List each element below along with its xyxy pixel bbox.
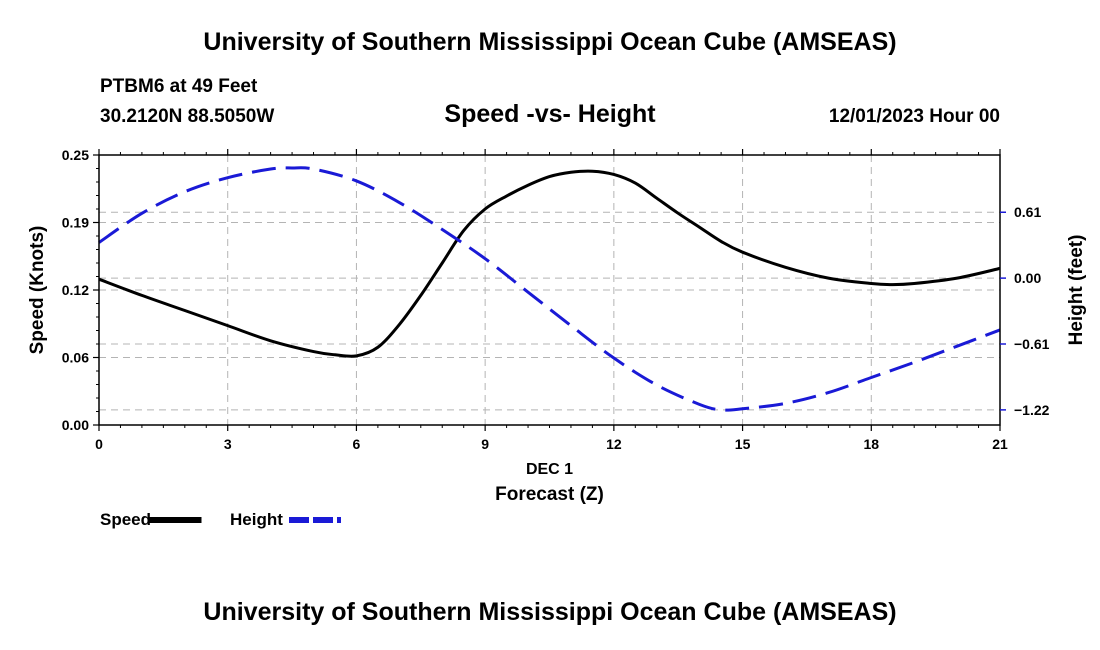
x-tick-label: 3 xyxy=(224,436,232,452)
x-tick-label: 0 xyxy=(95,436,103,452)
y2-tick-label: 0.61 xyxy=(1014,204,1041,220)
y-tick-label: 0.06 xyxy=(62,350,89,366)
x-tick-label: 18 xyxy=(863,436,879,452)
legend-label-height: Height xyxy=(230,510,283,529)
legend: Speed Height xyxy=(100,510,341,529)
y-tick-label: 0.00 xyxy=(62,417,89,433)
footer-title: University of Southern Mississippi Ocean… xyxy=(203,598,897,626)
label-layer: 0 3 6 9 12 15 18 21 0.00 0.06 0.12 0.19 0.25 −1.22 −0.… xyxy=(27,147,1087,505)
y2-tick-label: −0.61 xyxy=(1014,336,1050,352)
series-line-height xyxy=(98,166,1001,412)
series-line-speed xyxy=(98,169,1001,358)
y2-tick-label: 0.00 xyxy=(1014,270,1041,286)
station-coordinates: 30.2120N 88.5050W xyxy=(100,106,275,127)
y2-axis-label: Height (feet) xyxy=(1066,235,1087,346)
x-tick-label: 9 xyxy=(481,436,489,452)
y2-tick-label: −1.22 xyxy=(1014,402,1050,418)
y-tick-label: 0.12 xyxy=(62,282,89,298)
x-axis-sublabel: DEC 1 xyxy=(526,461,573,478)
x-axis-label: Forecast (Z) xyxy=(495,484,604,505)
station-label: PTBM6 at 49 Feet xyxy=(100,76,258,97)
x-tick-label: 12 xyxy=(606,436,622,452)
series-layer xyxy=(98,166,1001,412)
x-tick-label: 21 xyxy=(992,436,1008,452)
y-tick-label: 0.19 xyxy=(62,215,89,231)
main-title: University of Southern Mississippi Ocean… xyxy=(203,28,897,56)
y-axis-label: Speed (Knots) xyxy=(27,226,48,355)
y-tick-label: 0.25 xyxy=(62,147,89,163)
chart-title: Speed -vs- Height xyxy=(444,100,656,128)
tick-layer xyxy=(93,149,1006,431)
grid-layer xyxy=(99,155,1000,425)
forecast-date: 12/01/2023 Hour 00 xyxy=(828,106,1000,127)
legend-label-speed: Speed xyxy=(100,510,151,529)
x-tick-label: 15 xyxy=(735,436,751,452)
x-tick-label: 6 xyxy=(353,436,361,452)
